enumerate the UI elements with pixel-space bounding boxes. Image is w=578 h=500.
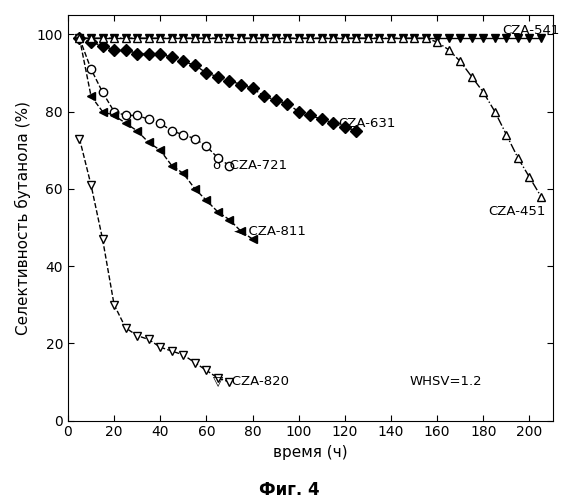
Text: o  CZA-721: o CZA-721	[213, 159, 287, 172]
Text: ◄ CZA-811: ◄ CZA-811	[234, 225, 306, 238]
Text: Фиг. 4: Фиг. 4	[259, 481, 319, 499]
X-axis label: время (ч): время (ч)	[273, 445, 347, 460]
Y-axis label: Селективность бутанола (%): Селективность бутанола (%)	[15, 101, 31, 335]
Text: CZA-451: CZA-451	[488, 206, 545, 218]
Text: ▽  CZA-820: ▽ CZA-820	[213, 376, 290, 388]
Text: CZA-541: CZA-541	[502, 24, 559, 37]
Text: WHSV=1.2: WHSV=1.2	[409, 376, 482, 388]
Text: CZA-631: CZA-631	[338, 116, 395, 130]
